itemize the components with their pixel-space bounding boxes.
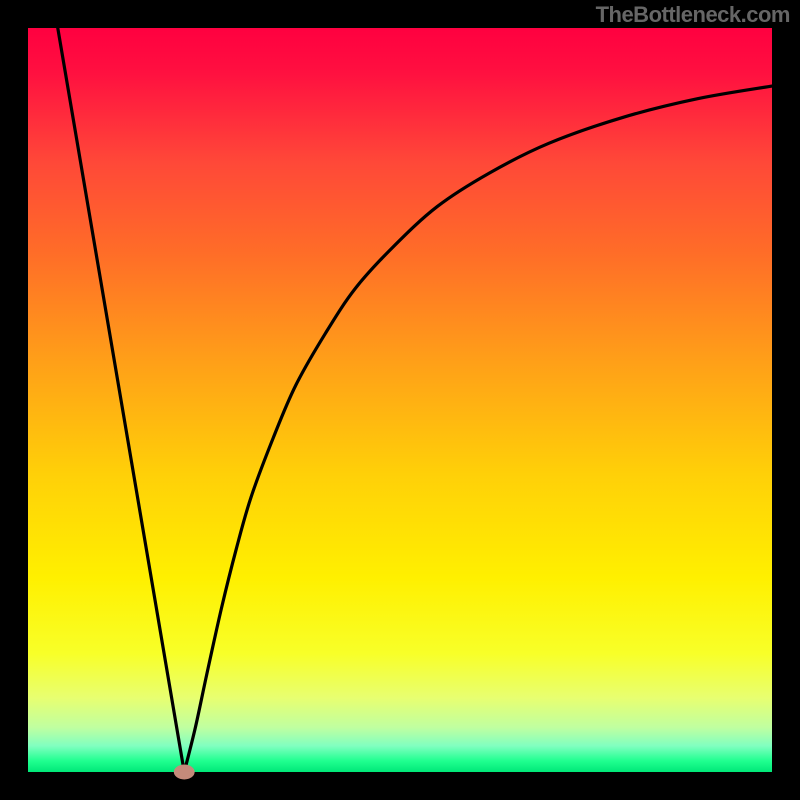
watermark-text: TheBottleneck.com <box>596 2 790 28</box>
chart-container: TheBottleneck.com <box>0 0 800 800</box>
minimum-marker <box>174 765 195 780</box>
chart-svg <box>0 0 800 800</box>
chart-gradient-background <box>28 28 772 772</box>
